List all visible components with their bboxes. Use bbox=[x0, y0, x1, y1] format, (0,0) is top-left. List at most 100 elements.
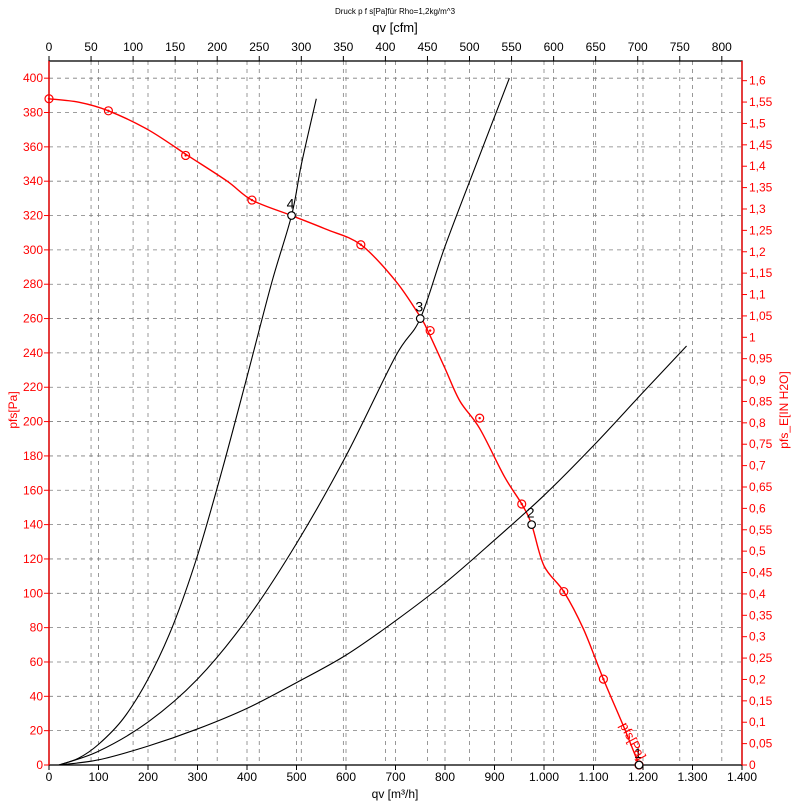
x2-tick-label: 650 bbox=[586, 40, 606, 54]
x-tick-label: 1.000 bbox=[529, 770, 559, 784]
y2-tick-label: 1,05 bbox=[749, 309, 773, 323]
x-tick-label: 1.300 bbox=[677, 770, 707, 784]
x2-tick-label: 750 bbox=[670, 40, 690, 54]
y2-tick-label: 1,35 bbox=[749, 181, 773, 195]
ticks-layer: 0 100 200 300 400 500 600 700 800 900 1.000 1.100 1.… bbox=[23, 40, 773, 784]
fan-curve-marker bbox=[356, 240, 366, 250]
x-tick-label: 0 bbox=[46, 770, 53, 784]
y-tick-label: 220 bbox=[23, 380, 43, 394]
y2-tick-label: 0,65 bbox=[749, 480, 773, 494]
y2-tick-label: 0,55 bbox=[749, 523, 773, 537]
y2-tick-label: 0,1 bbox=[749, 715, 766, 729]
fan-curve-marker-dot bbox=[359, 243, 363, 246]
fan-curve-annotation: pfs[Pa] bbox=[617, 720, 649, 763]
x2-tick-label: 800 bbox=[712, 40, 732, 54]
x-tick-label: 600 bbox=[336, 770, 356, 784]
fan-curve-marker bbox=[475, 413, 485, 423]
x2-tick-label: 500 bbox=[459, 40, 479, 54]
y2-tick-label: 0,4 bbox=[749, 587, 766, 601]
y2-tick-label: 0,25 bbox=[749, 651, 773, 665]
fan-curve-marker-dot bbox=[562, 590, 565, 593]
y-tick-label: 300 bbox=[23, 243, 43, 257]
x2-axis-title: qv [cfm] bbox=[372, 20, 418, 35]
y2-tick-label: 1,25 bbox=[749, 223, 773, 237]
y2-tick-label: 0,8 bbox=[749, 416, 766, 430]
x2-tick-label: 50 bbox=[84, 40, 98, 54]
operating-point-4 bbox=[287, 211, 296, 220]
fan-curve-marker-dot bbox=[520, 502, 523, 506]
y2-tick-label: 0,3 bbox=[749, 630, 766, 644]
fan-curve-marker bbox=[598, 674, 609, 684]
x-tick-label: 1.100 bbox=[578, 770, 608, 784]
y-tick-label: 60 bbox=[30, 655, 44, 669]
fan-curve-marker-dot bbox=[184, 154, 187, 157]
x2-tick-label: 400 bbox=[375, 40, 395, 54]
y2-tick-label: 1,15 bbox=[749, 266, 773, 280]
x2-tick-label: 150 bbox=[165, 40, 185, 54]
x-axis-title: qv [m³/h] bbox=[372, 787, 419, 801]
x-tick-label: 900 bbox=[484, 770, 504, 784]
y2-tick-label: 1,4 bbox=[749, 159, 766, 173]
system-curve-line-3 bbox=[58, 98, 317, 766]
y-tick-label: 360 bbox=[23, 140, 43, 154]
x2-tick-label: 200 bbox=[207, 40, 227, 54]
fan-curve-marker-dot bbox=[478, 416, 481, 420]
y2-tick-label: 0,35 bbox=[749, 608, 773, 622]
y-tick-label: 0 bbox=[36, 758, 43, 772]
fan-curve-marker-dot bbox=[250, 198, 254, 202]
fan-curve-marker bbox=[517, 499, 527, 509]
x2-tick-label: 450 bbox=[417, 40, 437, 54]
x2-tick-label: 700 bbox=[628, 40, 648, 54]
y-axis-title: pfs[Pa] bbox=[6, 391, 20, 428]
y-tick-label: 380 bbox=[23, 106, 43, 120]
y-tick-label: 200 bbox=[23, 415, 43, 429]
y2-tick-label: 1,3 bbox=[749, 202, 766, 216]
y2-tick-label: 1,55 bbox=[749, 95, 773, 109]
operating-point-2 bbox=[527, 520, 537, 530]
system-curve-line-1 bbox=[58, 345, 687, 766]
x-tick-label: 1.200 bbox=[628, 770, 658, 784]
fan-curve-marker bbox=[425, 325, 435, 336]
fan-curve-marker bbox=[247, 195, 257, 205]
x-tick-label: 400 bbox=[237, 770, 257, 784]
x-tick-label: 200 bbox=[138, 770, 158, 784]
y2-tick-label: 1,6 bbox=[749, 74, 766, 88]
y2-tick-label: 0,15 bbox=[749, 694, 773, 708]
y2-tick-label: 0,75 bbox=[749, 437, 773, 451]
y-tick-label: 20 bbox=[30, 724, 44, 738]
chart-title: Druck p f s[Pa]für Rho=1,2kg/m^3 bbox=[335, 7, 456, 16]
y2-tick-label: 1 bbox=[749, 330, 756, 344]
y-tick-label: 180 bbox=[23, 449, 43, 463]
y-tick-label: 240 bbox=[23, 346, 43, 360]
y-tick-label: 120 bbox=[23, 552, 43, 566]
fan-curve-marker-dot bbox=[428, 329, 432, 332]
operating-point-label-1: 1 bbox=[634, 745, 642, 761]
y-tick-label: 100 bbox=[23, 586, 43, 600]
operating-point-label-4: 4 bbox=[287, 196, 295, 212]
x2-tick-label: 550 bbox=[502, 40, 522, 54]
y2-tick-label: 0,6 bbox=[749, 501, 766, 515]
x-tick-label: 700 bbox=[385, 770, 405, 784]
grid-layer bbox=[49, 61, 742, 765]
x-tick-label: 300 bbox=[187, 770, 207, 784]
y-tick-label: 260 bbox=[23, 312, 43, 326]
y2-tick-label: 0 bbox=[749, 758, 756, 772]
series-layer bbox=[48, 77, 687, 766]
y2-axis-title: pfs_E[IN H2O] bbox=[777, 371, 791, 448]
y2-tick-label: 1,2 bbox=[749, 245, 766, 259]
marker-layer: 1 2 3 4 pfs[Pa] bbox=[44, 94, 649, 770]
y2-tick-label: 1,1 bbox=[749, 288, 766, 302]
y2-tick-label: 0,2 bbox=[749, 672, 766, 686]
x-tick-label: 500 bbox=[286, 770, 306, 784]
y2-tick-label: 1,45 bbox=[749, 138, 773, 152]
x-tick-label: 800 bbox=[435, 770, 455, 784]
x-tick-label: 100 bbox=[88, 770, 108, 784]
y-tick-label: 400 bbox=[23, 71, 43, 85]
y-tick-label: 80 bbox=[30, 621, 44, 635]
y-tick-label: 340 bbox=[23, 174, 43, 188]
y-tick-label: 160 bbox=[23, 483, 43, 497]
x2-tick-label: 350 bbox=[333, 40, 353, 54]
operating-point-label-3: 3 bbox=[415, 299, 423, 315]
y-tick-label: 140 bbox=[23, 518, 43, 532]
y-tick-label: 40 bbox=[30, 689, 44, 703]
